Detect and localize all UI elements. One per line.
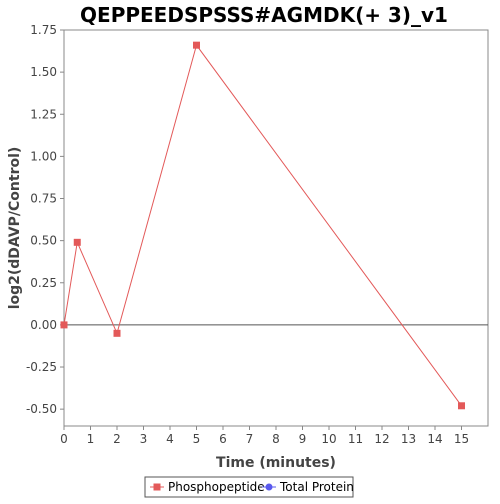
phosphopeptide-point <box>458 402 465 410</box>
x-axis-label: Time (minutes) <box>216 455 336 471</box>
x-tick-label: 7 <box>246 432 254 446</box>
x-tick-label: 15 <box>454 432 469 446</box>
y-tick-label: 1.00 <box>30 149 57 163</box>
x-axis: 0 1 2 3 4 5 6 7 8 9 10 11 12 13 14 15 <box>60 426 469 446</box>
phosphopeptide-point <box>113 329 121 337</box>
x-tick-label: 0 <box>60 432 68 446</box>
phosphopeptide-point <box>193 41 200 49</box>
legend-phosphopeptide-marker <box>153 483 161 491</box>
x-tick-label: 9 <box>299 432 307 446</box>
series-group <box>60 41 465 410</box>
x-tick-label: 14 <box>427 432 442 446</box>
x-tick-label: 13 <box>401 432 416 446</box>
x-tick-label: 6 <box>219 432 227 446</box>
legend-total-protein-label: Total Protein <box>279 480 354 494</box>
y-tick-label: 0.75 <box>30 192 57 206</box>
y-tick-label: 1.75 <box>30 23 57 37</box>
x-tick-label: 8 <box>272 432 280 446</box>
y-axis: -0.50 -0.25 0.00 0.25 0.50 0.75 1.00 1.25 1.50 1.… <box>26 23 64 416</box>
legend-total-protein-marker <box>265 483 273 491</box>
legend-phosphopeptide-label: Phosphopeptide <box>168 480 265 494</box>
legend-box <box>144 476 354 498</box>
y-tick-label: 0.25 <box>30 276 57 290</box>
y-tick-label: -0.25 <box>26 360 57 374</box>
legend: Phosphopeptide Total Protein <box>144 476 354 498</box>
x-tick-label: 5 <box>193 432 201 446</box>
x-tick-label: 10 <box>321 432 336 446</box>
y-tick-label: -0.50 <box>26 402 57 416</box>
x-tick-label: 1 <box>87 432 95 446</box>
x-tick-label: 12 <box>374 432 389 446</box>
x-tick-label: 11 <box>348 432 363 446</box>
x-tick-label: 4 <box>166 432 174 446</box>
phosphopeptide-point <box>60 321 68 329</box>
x-tick-label: 3 <box>140 432 148 446</box>
chart-title: QEPPEEDSPSSS#AGMDK(+ 3)_v1 <box>80 3 448 27</box>
y-axis-label: log2(dDAVP/Control) <box>7 147 23 310</box>
x-tick-label: 2 <box>113 432 121 446</box>
y-tick-label: 0.00 <box>30 318 57 332</box>
y-tick-label: 1.50 <box>30 65 57 79</box>
phosphopeptide-point <box>73 238 81 246</box>
y-tick-label: 0.50 <box>30 234 57 248</box>
plot-area <box>63 29 489 427</box>
y-tick-label: 1.25 <box>30 107 57 121</box>
